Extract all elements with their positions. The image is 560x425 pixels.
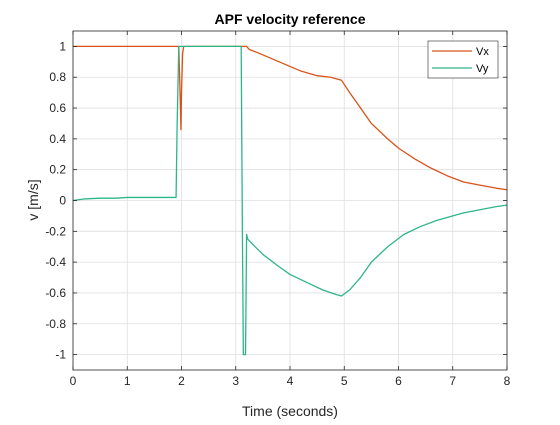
y-axis-label: v [m/s] <box>25 179 41 220</box>
y-tick-label: -0.4 <box>45 255 66 269</box>
y-tick-label: 1 <box>59 39 66 53</box>
legend-label-vy: Vy <box>476 63 489 75</box>
series-layer <box>72 45 508 356</box>
legend-box <box>427 40 499 79</box>
y-tick-label: 0 <box>59 194 66 208</box>
x-axis-label: Time (seconds) <box>242 403 338 419</box>
y-tick-label: 0.4 <box>49 132 66 146</box>
x-tick-label: 0 <box>70 374 77 388</box>
x-tick-label: 1 <box>124 374 131 388</box>
y-tick-label: -1 <box>55 348 66 362</box>
y-tick-labels: 1 0.8 0.6 0.4 0.2 0 -0.2 -0.4 -0.6 -0.8 -1 <box>45 39 66 361</box>
chart-title: APF velocity reference <box>215 11 366 27</box>
series-line-vy <box>72 45 508 356</box>
y-tick-label: -0.8 <box>45 317 66 331</box>
y-tick-label: -0.6 <box>45 286 66 300</box>
x-tick-label: 7 <box>449 374 456 388</box>
x-tick-label: 2 <box>178 374 185 388</box>
series-line-vx <box>73 45 508 191</box>
x-tick-label: 8 <box>504 374 511 388</box>
legend: Vx Vy <box>427 40 499 79</box>
y-tick-label: 0.6 <box>49 101 66 115</box>
x-tick-labels: 0 1 2 3 4 5 6 7 8 <box>70 374 511 388</box>
x-tick-label: 6 <box>395 374 402 388</box>
y-tick-label: -0.2 <box>45 224 66 238</box>
y-tick-label: 0.8 <box>49 70 66 84</box>
x-tick-label: 4 <box>287 374 294 388</box>
legend-label-vx: Vx <box>476 46 489 58</box>
x-tick-label: 5 <box>341 374 348 388</box>
y-tick-label: 0.2 <box>49 163 66 177</box>
tick-marks <box>72 31 508 370</box>
x-tick-label: 3 <box>232 374 239 388</box>
